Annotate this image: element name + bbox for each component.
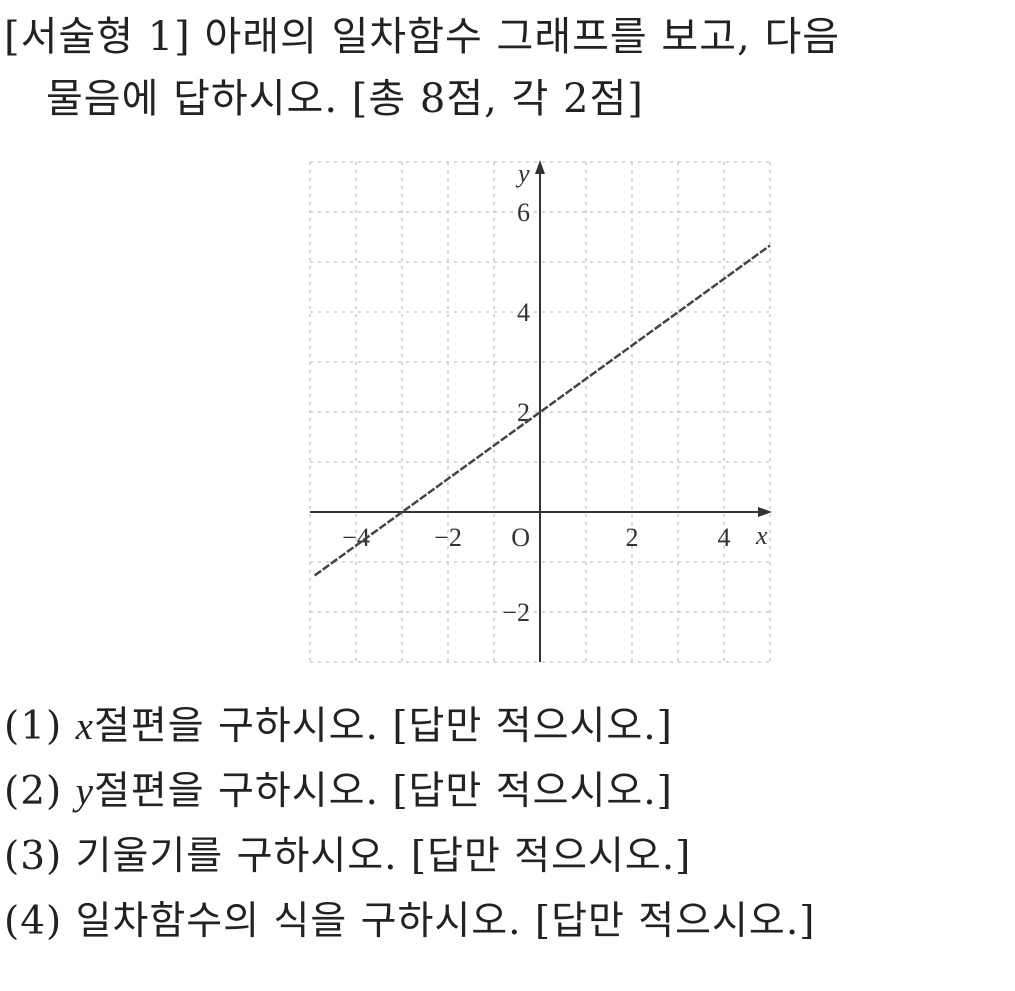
question-4: (4) 일차함수의 식을 구하시오. [답만 적으시오.] <box>4 890 815 946</box>
question-text: 일차함수의 식을 구하시오. [답만 적으시오.] <box>75 899 816 944</box>
problem-title: [서술형 1] 아래의 일차함수 그래프를 보고, 다음 <box>4 14 841 60</box>
y-tick-label: 4 <box>517 298 530 327</box>
y-tick-label: 2 <box>517 398 530 427</box>
question-variable: x <box>75 705 94 748</box>
y-tick-label: 6 <box>517 198 530 227</box>
problem-instruction: 물음에 답하시오. [총 8점, 각 2점] <box>46 76 644 122</box>
question-1: (1) x절편을 구하시오. [답만 적으시오.] <box>4 695 673 751</box>
function-line <box>313 244 771 577</box>
y-axis-arrow-icon <box>535 160 545 174</box>
x-axis-arrow-icon <box>758 507 772 517</box>
question-text: 절편을 구하시오. [답만 적으시오.] <box>93 704 673 749</box>
question-number: (4) <box>4 899 63 944</box>
question-number: (3) <box>4 834 63 879</box>
question-2: (2) y절편을 구하시오. [답만 적으시오.] <box>4 760 673 816</box>
x-tick-label: 2 <box>626 523 639 552</box>
x-tick-label: −2 <box>434 523 462 552</box>
x-tick-label: 4 <box>718 523 731 552</box>
question-number: (2) <box>4 769 63 814</box>
x-axis-label: x <box>755 521 768 550</box>
question-variable: y <box>75 770 94 813</box>
origin-label: O <box>511 523 530 552</box>
question-text: 절편을 구하시오. [답만 적으시오.] <box>93 769 673 814</box>
question-number: (1) <box>4 704 63 749</box>
y-axis-label: y <box>515 159 530 188</box>
question-text: 기울기를 구하시오. [답만 적으시오.] <box>75 834 692 879</box>
y-tick-label: −2 <box>502 598 530 627</box>
question-3: (3) 기울기를 구하시오. [답만 적으시오.] <box>4 825 691 881</box>
